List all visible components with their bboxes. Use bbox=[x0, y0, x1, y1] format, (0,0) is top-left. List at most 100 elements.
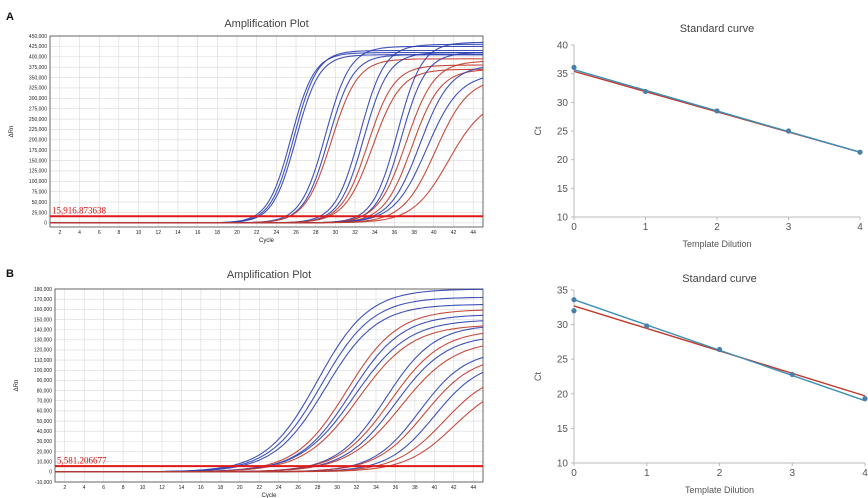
amplification-curve bbox=[55, 326, 484, 473]
chart-title: Standard curve bbox=[682, 273, 757, 285]
x-tick-label: 16 bbox=[198, 485, 204, 491]
y-tick-label: 25 bbox=[557, 127, 569, 138]
x-tick-label: 0 bbox=[571, 468, 577, 479]
threshold-label: 5,581.206677 bbox=[57, 456, 107, 466]
y-tick-label: 160,000 bbox=[34, 307, 52, 313]
y-tick-label: 400,000 bbox=[29, 55, 47, 61]
stdA-chart: Standard curve 0 1 2 3 4 10 15 20 25 30 35 40 Templat… bbox=[533, 23, 863, 249]
y-tick-label: 30 bbox=[557, 98, 569, 109]
x-tick-label: 42 bbox=[451, 485, 457, 491]
data-point bbox=[862, 396, 868, 402]
y-tick-label: 325,000 bbox=[29, 86, 47, 92]
y-tick-label: 150,000 bbox=[34, 317, 52, 323]
x-tick-label: 10 bbox=[140, 485, 146, 491]
y-axis-label: ΔRn bbox=[14, 380, 20, 392]
x-tick-label: 3 bbox=[786, 222, 792, 233]
y-tick-label: 15 bbox=[557, 424, 569, 435]
x-tick-label: 32 bbox=[354, 485, 360, 491]
x-tick-label: 2 bbox=[63, 485, 66, 491]
x-tick-label: 40 bbox=[432, 485, 438, 491]
x-tick-label: 4 bbox=[78, 230, 81, 236]
x-tick-label: 40 bbox=[431, 230, 437, 236]
x-tick-label: 2 bbox=[58, 230, 61, 236]
amplification-curve bbox=[50, 66, 484, 224]
data-point bbox=[785, 128, 792, 134]
x-tick-label: 26 bbox=[295, 485, 301, 491]
x-tick-label: 24 bbox=[276, 485, 282, 491]
y-tick-label: 30,000 bbox=[37, 439, 53, 445]
x-tick-label: 30 bbox=[334, 485, 340, 491]
data-point bbox=[571, 308, 577, 314]
x-tick-label: 38 bbox=[411, 230, 417, 236]
x-tick-label: 32 bbox=[352, 230, 358, 236]
y-tick-label: 10 bbox=[557, 459, 569, 470]
data-point bbox=[571, 297, 577, 303]
amplification-curve bbox=[50, 52, 484, 224]
amplification-curve bbox=[50, 49, 483, 224]
y-tick-label: 10,000 bbox=[37, 459, 53, 465]
x-tick-label: 8 bbox=[117, 230, 120, 236]
x-tick-label: 26 bbox=[293, 230, 299, 236]
x-tick-label: 10 bbox=[136, 230, 142, 236]
x-tick-label: 2 bbox=[717, 468, 723, 479]
y-tick-label: 80,000 bbox=[37, 388, 53, 394]
x-axis-label: Template Dilution bbox=[682, 239, 751, 249]
amplification-curve bbox=[50, 69, 484, 224]
y-tick-label: -10,000 bbox=[35, 480, 52, 486]
x-tick-label: 16 bbox=[195, 230, 201, 236]
y-tick-label: 20,000 bbox=[37, 449, 53, 455]
panel-letter-a: A bbox=[6, 11, 14, 23]
amplification-curve bbox=[50, 61, 484, 224]
x-tick-label: 20 bbox=[234, 230, 240, 236]
x-tick-label: 1 bbox=[643, 222, 649, 233]
x-tick-label: 14 bbox=[175, 230, 181, 236]
x-tick-label: 38 bbox=[412, 485, 418, 491]
y-tick-label: 50,000 bbox=[37, 419, 53, 425]
y-tick-label: 30 bbox=[557, 320, 569, 331]
x-tick-label: 14 bbox=[179, 485, 185, 491]
x-tick-label: 28 bbox=[315, 485, 321, 491]
y-tick-label: 350,000 bbox=[29, 75, 47, 81]
x-tick-label: 12 bbox=[159, 485, 165, 491]
amplification-curve bbox=[55, 320, 484, 473]
x-tick-label: 36 bbox=[393, 485, 399, 491]
y-tick-label: 110,000 bbox=[34, 358, 52, 364]
amplification-curve bbox=[50, 113, 484, 224]
y-axis-label: Ct bbox=[533, 126, 543, 135]
x-tick-label: 18 bbox=[215, 230, 221, 236]
data-point bbox=[716, 346, 723, 353]
x-axis-label: Cycle bbox=[261, 493, 277, 498]
y-axis-label: Ct bbox=[533, 372, 543, 381]
data-point bbox=[642, 88, 649, 95]
amplification-curve bbox=[50, 52, 483, 224]
x-tick-label: 18 bbox=[218, 485, 224, 491]
x-tick-label: 6 bbox=[102, 485, 105, 491]
amplification-curve bbox=[50, 54, 483, 224]
x-tick-label: 12 bbox=[155, 230, 161, 236]
x-tick-label: 4 bbox=[83, 485, 86, 491]
y-tick-label: 15 bbox=[557, 184, 569, 195]
x-axis-label: Template Dilution bbox=[685, 485, 754, 495]
x-tick-label: 24 bbox=[274, 230, 280, 236]
amplification-curve bbox=[50, 68, 483, 224]
y-tick-label: 125,000 bbox=[29, 169, 47, 175]
y-tick-label: 175,000 bbox=[29, 148, 47, 154]
y-tick-label: 225,000 bbox=[29, 127, 47, 133]
x-tick-label: 36 bbox=[392, 230, 398, 236]
amplification-curve bbox=[55, 386, 484, 473]
y-tick-label: 250,000 bbox=[29, 117, 47, 123]
x-tick-label: 3 bbox=[789, 468, 795, 479]
x-tick-label: 20 bbox=[237, 485, 243, 491]
y-tick-label: 25,000 bbox=[32, 210, 48, 216]
x-tick-label: 22 bbox=[254, 230, 260, 236]
y-tick-label: 20 bbox=[557, 155, 569, 166]
x-tick-label: 34 bbox=[373, 485, 379, 491]
amplification-curve bbox=[50, 54, 483, 224]
y-tick-label: 90,000 bbox=[37, 378, 53, 384]
x-tick-label: 44 bbox=[470, 230, 476, 236]
y-tick-label: 425,000 bbox=[29, 44, 47, 50]
x-tick-label: 42 bbox=[451, 230, 457, 236]
y-tick-label: 200,000 bbox=[29, 138, 47, 144]
